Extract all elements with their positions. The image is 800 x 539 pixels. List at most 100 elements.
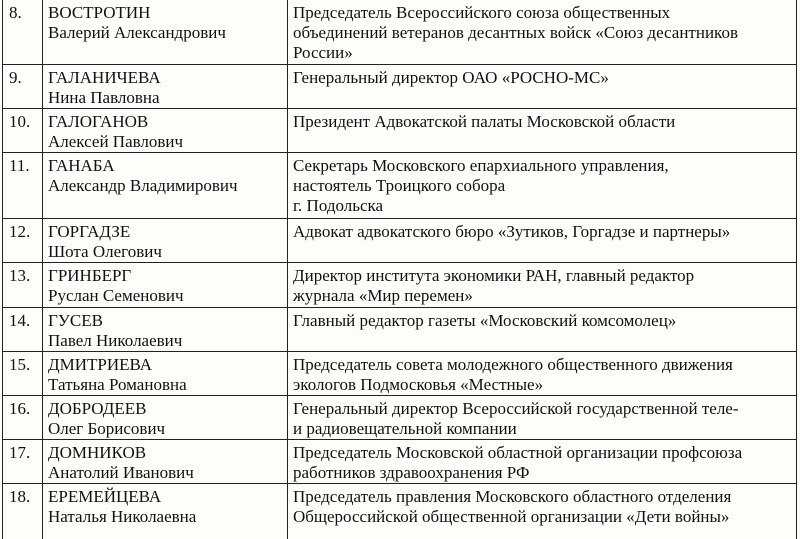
position-cell: Президент Адвокатской палаты Московской … xyxy=(287,108,797,153)
number-cell: 18. xyxy=(2,483,43,539)
person-name: ЕРЕМЕЙЦЕВА xyxy=(48,487,162,506)
row-number: 10. xyxy=(9,112,31,131)
person-name: ГОРГАДЗЕ xyxy=(48,222,131,241)
position-cell: Директор института экономики РАН, главны… xyxy=(287,262,797,308)
person-name: ГАЛАНИЧЕВА xyxy=(48,68,161,87)
position-text: Секретарь Московского епархиального упра… xyxy=(293,156,669,175)
name-cell: ГУСЕВ Павел Николаевич xyxy=(42,307,288,352)
person-name: Анатолий Иванович xyxy=(48,463,194,482)
number-cell: 12. xyxy=(2,218,43,263)
name-cell: ДОБРОДЕЕВ Олег Борисович xyxy=(42,395,288,440)
person-name: ДОМНИКОВ xyxy=(48,443,147,462)
person-name: ГРИНБЕРГ xyxy=(48,266,132,285)
name-cell: ГОРГАДЗЕ Шота Олегович xyxy=(42,218,288,263)
row-number: 13. xyxy=(9,266,31,285)
position-text: Председатель Московской областной органи… xyxy=(293,443,743,462)
number-cell: 10. xyxy=(2,108,43,153)
row-number: 8. xyxy=(9,3,22,22)
name-cell: ГАЛОГАНОВ Алексей Павлович xyxy=(42,108,288,153)
table-row: 14. ГУСЕВ Павел Николаевич Главный редактор… xyxy=(2,307,797,352)
row-number: 9. xyxy=(9,68,22,87)
table-row: 18. ЕРЕМЕЙЦЕВА Наталья Николаевна Председат… xyxy=(2,483,797,539)
person-name: Алексей Павлович xyxy=(48,132,184,151)
position-text: работников здравоохранения РФ xyxy=(293,463,530,482)
number-cell: 9. xyxy=(2,64,43,109)
name-cell: ДОМНИКОВ Анатолий Иванович xyxy=(42,439,288,484)
position-text: Генеральный директор ОАО «РОСНО-МС» xyxy=(293,68,609,87)
position-cell: Секретарь Московского епархиального упра… xyxy=(287,152,797,219)
position-cell: Председатель совета молодежного обществе… xyxy=(287,351,797,396)
number-cell: 8. xyxy=(2,0,43,65)
number-cell: 13. xyxy=(2,262,43,308)
position-text: экологов Подмосковья «Местные» xyxy=(293,375,544,394)
person-name: Павел Николаевич xyxy=(48,331,183,350)
person-name: Наталья Николаевна xyxy=(48,507,197,526)
number-cell: 17. xyxy=(2,439,43,484)
person-name: Александр Владимирович xyxy=(48,176,238,195)
table-row: 12. ГОРГАДЗЕ Шота Олегович Адвокат адвокатс… xyxy=(2,218,797,263)
row-number: 12. xyxy=(9,222,31,241)
position-text: и радиовещательной компании xyxy=(293,419,517,438)
position-text: Генеральный директор Всероссийской госуд… xyxy=(293,399,739,418)
person-name: ДМИТРИЕВА xyxy=(48,355,153,374)
position-text: г. Подольска xyxy=(293,196,384,215)
person-name: Валерий Александрович xyxy=(48,23,226,42)
table-row: 9. ГАЛАНИЧЕВА Нина Павловна Генеральный дир… xyxy=(2,64,797,109)
table-row: 16. ДОБРОДЕЕВ Олег Борисович Генеральный ди… xyxy=(2,395,797,440)
name-cell: ВОСТРОТИН Валерий Александрович xyxy=(42,0,288,65)
person-name: Нина Павловна xyxy=(48,88,160,107)
row-number: 17. xyxy=(9,443,31,462)
number-cell: 15. xyxy=(2,351,43,396)
position-text: настоятель Троицкого собора xyxy=(293,176,506,195)
position-text: Общероссийской общественной организации … xyxy=(293,507,730,526)
name-cell: ЕРЕМЕЙЦЕВА Наталья Николаевна xyxy=(42,483,288,539)
table-row: 11. ГАНАБА Александр Владимирович Секретарь… xyxy=(2,152,797,219)
person-name: ГАНАБА xyxy=(48,156,115,175)
position-cell: Генеральный директор Всероссийской госуд… xyxy=(287,395,797,440)
person-name: Олег Борисович xyxy=(48,419,166,438)
position-cell: Председатель Московской областной органи… xyxy=(287,439,797,484)
position-cell: Главный редактор газеты «Московский комс… xyxy=(287,307,797,352)
number-cell: 14. xyxy=(2,307,43,352)
position-text: Директор института экономики РАН, главны… xyxy=(293,266,695,285)
position-text: объединений ветеранов десантных войск «С… xyxy=(293,23,738,42)
person-name: ВОСТРОТИН xyxy=(48,3,151,22)
row-number: 11. xyxy=(9,156,30,175)
name-cell: ДМИТРИЕВА Татьяна Романовна xyxy=(42,351,288,396)
position-text: Главный редактор газеты «Московский комс… xyxy=(293,311,677,330)
position-cell: Генеральный директор ОАО «РОСНО-МС» xyxy=(287,64,797,109)
table-row: 17. ДОМНИКОВ Анатолий Иванович Председатель… xyxy=(2,439,797,484)
name-cell: ГАЛАНИЧЕВА Нина Павловна xyxy=(42,64,288,109)
name-cell: ГАНАБА Александр Владимирович xyxy=(42,152,288,219)
position-cell: Председатель Всероссийского союза общест… xyxy=(287,0,797,65)
position-text: России» xyxy=(293,43,353,62)
person-name: ДОБРОДЕЕВ xyxy=(48,399,147,418)
table-row: 15. ДМИТРИЕВА Татьяна Романовна Председател… xyxy=(2,351,797,396)
position-cell: Председатель правления Московского облас… xyxy=(287,483,797,539)
row-number: 16. xyxy=(9,399,31,418)
person-name: ГУСЕВ xyxy=(48,311,103,330)
row-number: 14. xyxy=(9,311,31,330)
table-row: 13. ГРИНБЕРГ Руслан Семенович Директор инст… xyxy=(2,262,797,308)
table-row: 10. ГАЛОГАНОВ Алексей Павлович Президент Ад… xyxy=(2,108,797,153)
person-name: Шота Олегович xyxy=(48,242,162,261)
position-text: Председатель Всероссийского союза общест… xyxy=(293,3,671,22)
position-text: Председатель правления Московского облас… xyxy=(293,487,732,506)
number-cell: 16. xyxy=(2,395,43,440)
name-cell: ГРИНБЕРГ Руслан Семенович xyxy=(42,262,288,308)
person-name: Татьяна Романовна xyxy=(48,375,187,394)
person-name: Руслан Семенович xyxy=(48,286,184,305)
position-text: Президент Адвокатской палаты Московской … xyxy=(293,112,676,131)
table-row: 8. ВОСТРОТИН Валерий Александрович Председа… xyxy=(2,0,797,65)
position-text: Адвокат адвокатского бюро «Зутиков, Горг… xyxy=(293,222,731,241)
person-name: ГАЛОГАНОВ xyxy=(48,112,149,131)
row-number: 15. xyxy=(9,355,31,374)
number-cell: 11. xyxy=(2,152,43,219)
row-number: 18. xyxy=(9,487,31,506)
position-text: журнала «Мир перемен» xyxy=(293,286,473,305)
position-text: Председатель совета молодежного обществе… xyxy=(293,355,733,374)
position-cell: Адвокат адвокатского бюро «Зутиков, Горг… xyxy=(287,218,797,263)
